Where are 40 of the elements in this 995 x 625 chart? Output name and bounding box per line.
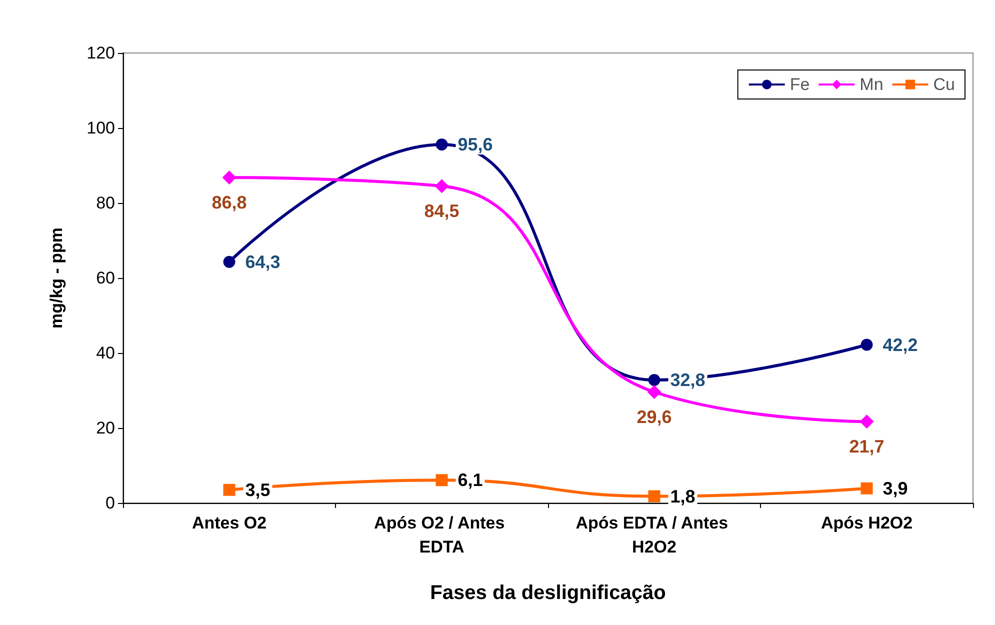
y-tick-label: 100: [86, 118, 115, 138]
data-label: 64,3: [245, 252, 280, 272]
point: [860, 482, 873, 494]
x-axis-title: Fases da deslignificação: [430, 582, 666, 604]
data-label: 86,8: [212, 192, 247, 212]
point: [434, 179, 449, 194]
data-label: 6,1: [458, 470, 483, 490]
y-tick-label: 0: [106, 494, 115, 512]
legend-label: Fe: [790, 75, 810, 94]
data-label: 3,5: [245, 480, 270, 500]
point: [648, 374, 660, 386]
x-tick-label: Após O2 / Antes EDTA: [374, 514, 510, 556]
point: [436, 138, 448, 150]
y-tick-label: 120: [86, 44, 115, 62]
point: [860, 414, 874, 429]
point: [223, 256, 236, 268]
point: [223, 484, 236, 496]
data-label: 1,8: [670, 486, 696, 506]
point: [647, 385, 662, 399]
data-label: 84,5: [424, 201, 460, 222]
y-tick-label: 60: [96, 268, 115, 288]
y-tick-label: 80: [96, 194, 115, 212]
data-label: 32,8: [670, 370, 706, 390]
x-tick-label: Após EDTA / Antes H2O2: [576, 514, 733, 556]
point: [222, 170, 236, 184]
legend-label: Cu: [933, 75, 956, 94]
point: [648, 490, 660, 502]
data-label: 3,9: [882, 478, 908, 498]
x-tick-label: Após H2O2: [820, 514, 913, 532]
y-tick-label: 40: [96, 344, 115, 362]
data-label: 95,6: [458, 134, 493, 154]
x-tick-label: Antes O2: [192, 514, 267, 532]
point: [860, 338, 873, 351]
data-label: 42,2: [882, 334, 918, 355]
y-tick-label: 20: [96, 418, 115, 438]
data-label: 21,7: [849, 436, 884, 457]
data-label: 29,6: [636, 407, 672, 427]
y-axis-title: mg/kg - ppm: [47, 227, 66, 329]
point: [436, 474, 448, 486]
legend-label: Mn: [860, 75, 884, 94]
